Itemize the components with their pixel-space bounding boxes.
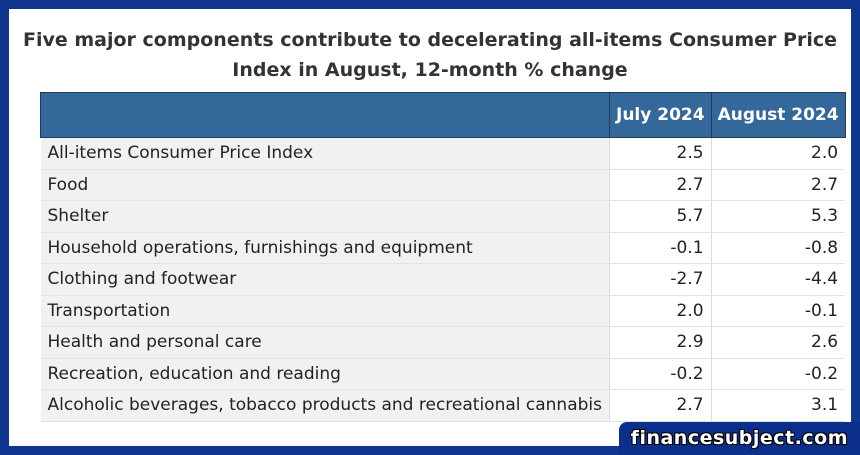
july-value: -0.1: [609, 231, 712, 264]
table-row: Recreation, education and reading -0.2 -…: [40, 357, 846, 390]
row-label: Clothing and footwear: [40, 263, 610, 296]
page-title: Five major components contribute to dece…: [9, 25, 851, 85]
table-row: Health and personal care 2.9 2.6: [40, 326, 846, 359]
table-row: Transportation 2.0 -0.1: [40, 294, 846, 327]
july-value: -2.7: [609, 263, 712, 296]
july-value: 5.7: [609, 200, 712, 233]
august-value: 5.3: [711, 200, 846, 233]
july-value: 2.0: [609, 294, 712, 327]
table-row: All-items Consumer Price Index 2.5 2.0: [40, 137, 846, 170]
august-value: -4.4: [711, 263, 846, 296]
august-value: 3.1: [711, 389, 846, 422]
row-label: Household operations, furnishings and eq…: [40, 231, 610, 264]
content-panel: Five major components contribute to dece…: [9, 9, 851, 446]
august-value: 2.0: [711, 137, 846, 170]
row-label: Transportation: [40, 294, 610, 327]
august-value: 2.7: [711, 168, 846, 201]
august-value: -0.8: [711, 231, 846, 264]
header-july-2024: July 2024: [609, 92, 712, 138]
header-component: [40, 92, 610, 138]
july-value: 2.5: [609, 137, 712, 170]
table-row: Household operations, furnishings and eq…: [40, 231, 846, 264]
header-august-2024: August 2024: [710, 92, 846, 138]
row-label: Food: [40, 168, 610, 201]
july-value: 2.9: [609, 326, 712, 359]
july-value: 2.7: [609, 168, 712, 201]
table-row: Clothing and footwear -2.7 -4.4: [40, 263, 846, 296]
table-row: Shelter 5.7 5.3: [40, 200, 846, 233]
cpi-table: July 2024 August 2024 All-items Consumer…: [40, 92, 846, 422]
table-row: Food 2.7 2.7: [40, 168, 846, 201]
row-label: Health and personal care: [40, 326, 610, 359]
july-value: 2.7: [609, 389, 712, 422]
row-label: All-items Consumer Price Index: [40, 137, 610, 170]
table-row: Alcoholic beverages, tobacco products an…: [40, 389, 846, 422]
row-label: Recreation, education and reading: [40, 357, 610, 390]
row-label: Alcoholic beverages, tobacco products an…: [40, 389, 610, 422]
august-value: -0.2: [711, 357, 846, 390]
watermark-logo: financesubject.com: [618, 422, 860, 455]
table-header-row: July 2024 August 2024: [40, 92, 846, 138]
row-label: Shelter: [40, 200, 610, 233]
august-value: 2.6: [711, 326, 846, 359]
august-value: -0.1: [711, 294, 846, 327]
title-line-1: Five major components contribute to dece…: [22, 29, 837, 51]
title-line-2: Index in August, 12-month % change: [232, 59, 628, 81]
july-value: -0.2: [609, 357, 712, 390]
